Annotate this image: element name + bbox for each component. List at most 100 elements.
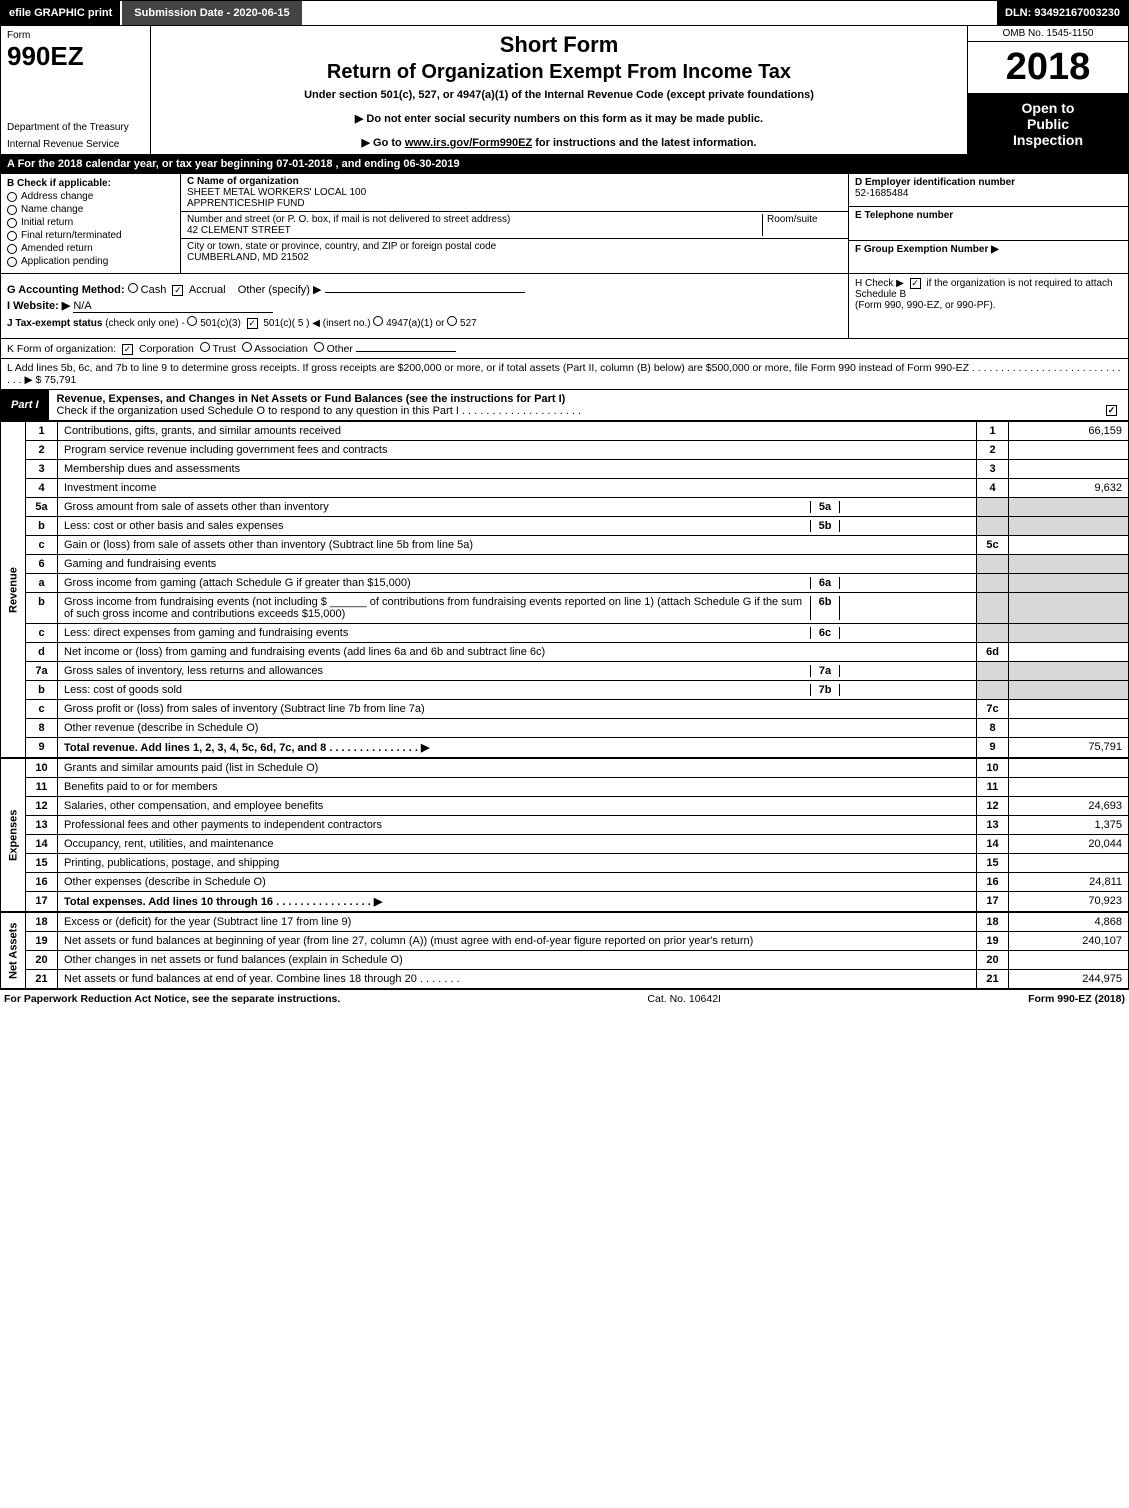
line-value bbox=[1009, 700, 1129, 719]
table-row: cGross profit or (loss) from sales of in… bbox=[1, 700, 1129, 719]
j-501c3[interactable]: 501(c)(3) bbox=[200, 318, 241, 329]
line-number: 20 bbox=[26, 951, 58, 970]
k-other[interactable]: Other bbox=[327, 343, 353, 355]
j-501c: 501(c)( 5 ) ◀ (insert no.) bbox=[263, 318, 370, 329]
expenses-table: Expenses10Grants and similar amounts pai… bbox=[0, 758, 1129, 912]
line-ref bbox=[977, 574, 1009, 593]
line-number: 16 bbox=[26, 873, 58, 892]
line-value bbox=[1009, 643, 1129, 662]
subtitle: Under section 501(c), 527, or 4947(a)(1)… bbox=[159, 89, 959, 101]
line-description: Other expenses (describe in Schedule O) bbox=[58, 873, 977, 892]
line-description: Occupancy, rent, utilities, and maintena… bbox=[58, 835, 977, 854]
website-value: N/A bbox=[73, 300, 273, 313]
line-number: 18 bbox=[26, 913, 58, 932]
table-row: dNet income or (loss) from gaming and fu… bbox=[1, 643, 1129, 662]
check-address[interactable]: Address change bbox=[7, 191, 174, 202]
j-527[interactable]: 527 bbox=[460, 318, 477, 329]
department-label: Department of the Treasury bbox=[7, 122, 144, 133]
table-row: 17Total expenses. Add lines 10 through 1… bbox=[1, 892, 1129, 912]
section-label: Expenses bbox=[1, 759, 26, 912]
table-row: 21Net assets or fund balances at end of … bbox=[1, 970, 1129, 989]
line-description: Net assets or fund balances at beginning… bbox=[58, 932, 977, 951]
dln-number: DLN: 93492167003230 bbox=[997, 1, 1128, 25]
form-number: 990EZ bbox=[7, 41, 144, 72]
line-description: Program service revenue including govern… bbox=[58, 441, 977, 460]
table-row: 8Other revenue (describe in Schedule O)8 bbox=[1, 719, 1129, 738]
line-number: 12 bbox=[26, 797, 58, 816]
line-number: 4 bbox=[26, 479, 58, 498]
line-number: 9 bbox=[26, 738, 58, 758]
org-info: C Name of organization SHEET METAL WORKE… bbox=[181, 174, 848, 273]
line-number: 6 bbox=[26, 555, 58, 574]
line-number: c bbox=[26, 624, 58, 643]
info-block: B Check if applicable: Address change Na… bbox=[0, 174, 1129, 274]
table-row: 15Printing, publications, postage, and s… bbox=[1, 854, 1129, 873]
line-value bbox=[1009, 536, 1129, 555]
city: CUMBERLAND, MD 21502 bbox=[187, 252, 309, 263]
k-trust[interactable]: Trust bbox=[212, 343, 236, 355]
part1-schedule-o-checkbox[interactable] bbox=[1106, 405, 1117, 416]
instr-prefix: ▶ Go to bbox=[362, 137, 405, 149]
j-501c-checkbox[interactable] bbox=[247, 318, 258, 329]
j-4947[interactable]: 4947(a)(1) or bbox=[386, 318, 444, 329]
table-row: 2Program service revenue including gover… bbox=[1, 441, 1129, 460]
top-bar: efile GRAPHIC print Submission Date - 20… bbox=[0, 0, 1129, 26]
table-row: 9Total revenue. Add lines 1, 2, 3, 4, 5c… bbox=[1, 738, 1129, 758]
check-final[interactable]: Final return/terminated bbox=[7, 230, 174, 241]
line-ref: 21 bbox=[977, 970, 1009, 989]
part1-title: Revenue, Expenses, and Changes in Net As… bbox=[49, 390, 1128, 420]
line-ref: 17 bbox=[977, 892, 1009, 912]
instr-suffix: for instructions and the latest informat… bbox=[532, 137, 756, 149]
footer-right: Form 990-EZ (2018) bbox=[1028, 993, 1125, 1005]
line-ref bbox=[977, 681, 1009, 700]
line-value: 20,044 bbox=[1009, 835, 1129, 854]
org-name1: SHEET METAL WORKERS' LOCAL 100 bbox=[187, 187, 366, 198]
c-label: C Name of organization bbox=[187, 176, 299, 187]
table-row: bGross income from fundraising events (n… bbox=[1, 593, 1129, 624]
room-label: Room/suite bbox=[767, 214, 818, 225]
cash-option[interactable]: Cash bbox=[141, 284, 167, 296]
irs-label: Internal Revenue Service bbox=[7, 139, 144, 150]
table-row: Revenue1Contributions, gifts, grants, an… bbox=[1, 422, 1129, 441]
line-description: Gross amount from sale of assets other t… bbox=[58, 498, 977, 517]
line-value bbox=[1009, 759, 1129, 778]
line-description: Professional fees and other payments to … bbox=[58, 816, 977, 835]
line-number: 1 bbox=[26, 422, 58, 441]
line-description: Gaming and fundraising events bbox=[58, 555, 977, 574]
revenue-table: Revenue1Contributions, gifts, grants, an… bbox=[0, 421, 1129, 758]
k-assoc[interactable]: Association bbox=[254, 343, 308, 355]
check-pending[interactable]: Application pending bbox=[7, 256, 174, 267]
inspection-line1: Open to bbox=[972, 100, 1124, 116]
line-value bbox=[1009, 498, 1129, 517]
line-ref bbox=[977, 498, 1009, 517]
line-number: b bbox=[26, 517, 58, 536]
accrual-checkbox[interactable] bbox=[172, 285, 183, 296]
line-ref: 14 bbox=[977, 835, 1009, 854]
line-number: 7a bbox=[26, 662, 58, 681]
g-label: G Accounting Method: bbox=[7, 284, 125, 296]
check-amended[interactable]: Amended return bbox=[7, 243, 174, 254]
line-value: 4,868 bbox=[1009, 913, 1129, 932]
line-ref: 8 bbox=[977, 719, 1009, 738]
j-label: J Tax-exempt status bbox=[7, 318, 102, 329]
l-text: L Add lines 5b, 6c, and 7b to line 9 to … bbox=[7, 362, 1121, 386]
table-row: cGain or (loss) from sale of assets othe… bbox=[1, 536, 1129, 555]
k-corp-checkbox[interactable] bbox=[122, 344, 133, 355]
table-row: Expenses10Grants and similar amounts pai… bbox=[1, 759, 1129, 778]
irs-link[interactable]: www.irs.gov/Form990EZ bbox=[405, 137, 532, 149]
h-checkbox[interactable] bbox=[910, 278, 921, 289]
j-note: (check only one) - bbox=[105, 318, 184, 329]
inspection-line2: Public bbox=[972, 116, 1124, 132]
line-value bbox=[1009, 662, 1129, 681]
check-name[interactable]: Name change bbox=[7, 204, 174, 215]
line-value: 240,107 bbox=[1009, 932, 1129, 951]
line-number: 3 bbox=[26, 460, 58, 479]
line-description: Total expenses. Add lines 10 through 16 … bbox=[58, 892, 977, 912]
check-initial[interactable]: Initial return bbox=[7, 217, 174, 228]
line-value bbox=[1009, 574, 1129, 593]
line-description: Grants and similar amounts paid (list in… bbox=[58, 759, 977, 778]
line-number: 13 bbox=[26, 816, 58, 835]
city-label: City or town, state or province, country… bbox=[187, 241, 496, 252]
section-label: Net Assets bbox=[1, 913, 26, 989]
line-ref: 13 bbox=[977, 816, 1009, 835]
